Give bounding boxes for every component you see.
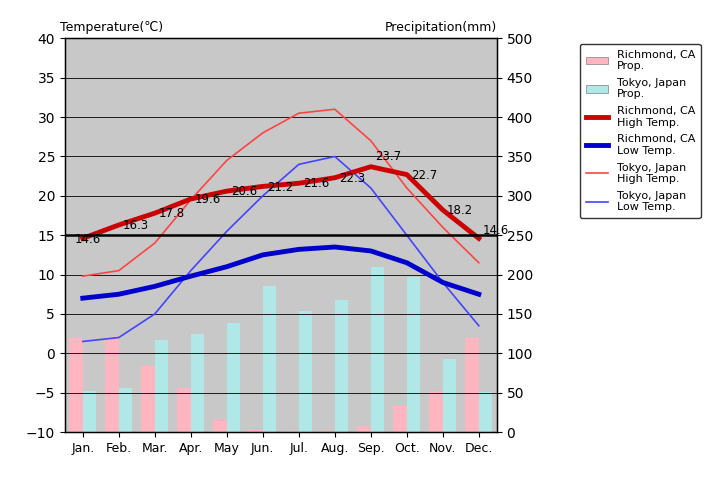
Bar <box>479 392 492 432</box>
Text: 17.8: 17.8 <box>159 207 185 220</box>
Bar <box>393 406 407 432</box>
Text: Temperature(℃): Temperature(℃) <box>60 22 163 35</box>
Text: 21.6: 21.6 <box>303 178 329 191</box>
Text: 19.6: 19.6 <box>195 193 221 206</box>
Bar <box>141 366 155 432</box>
Text: 21.2: 21.2 <box>267 180 293 193</box>
Text: 22.7: 22.7 <box>411 169 437 182</box>
Text: 18.2: 18.2 <box>447 204 473 217</box>
Bar <box>407 277 420 432</box>
Bar <box>465 338 479 432</box>
Bar <box>83 391 96 432</box>
Bar <box>227 324 240 432</box>
Text: Precipitation(mm): Precipitation(mm) <box>384 22 497 35</box>
Bar <box>177 388 191 432</box>
Bar <box>285 431 299 432</box>
Bar <box>155 340 168 432</box>
Text: 14.6: 14.6 <box>74 232 101 245</box>
Bar <box>335 300 348 432</box>
Bar <box>371 267 384 432</box>
Text: 16.3: 16.3 <box>123 219 149 232</box>
Bar <box>191 334 204 432</box>
Bar <box>119 388 132 432</box>
Bar <box>443 359 456 432</box>
Bar <box>213 420 227 432</box>
Bar <box>429 391 443 432</box>
Bar <box>357 426 371 432</box>
Bar <box>105 338 119 432</box>
Bar <box>69 338 83 432</box>
Text: 23.7: 23.7 <box>375 150 401 163</box>
Bar <box>299 311 312 432</box>
Bar <box>321 431 335 432</box>
Text: 22.3: 22.3 <box>339 172 365 185</box>
Text: 20.6: 20.6 <box>231 185 257 198</box>
Bar <box>249 430 263 432</box>
Legend: Richmond, CA
Prop., Tokyo, Japan
Prop., Richmond, CA
High Temp., Richmond, CA
Lo: Richmond, CA Prop., Tokyo, Japan Prop., … <box>580 44 701 218</box>
Text: 14.6: 14.6 <box>483 224 509 237</box>
Bar <box>263 287 276 432</box>
